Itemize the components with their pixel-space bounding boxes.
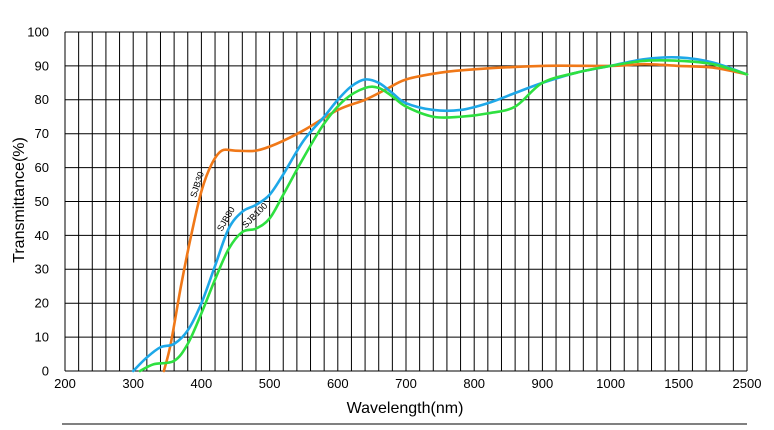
y-tick-label: 50 <box>35 194 49 209</box>
x-tick-label: 1000 <box>596 376 625 391</box>
y-tick-label: 100 <box>27 24 49 39</box>
x-tick-label: 800 <box>463 376 485 391</box>
y-tick-label: 40 <box>35 228 49 243</box>
y-axis-label: Transmittance(%) <box>11 137 28 263</box>
x-tick-label: 500 <box>259 376 281 391</box>
y-tick-label: 70 <box>35 126 49 141</box>
x-tick-label: 900 <box>532 376 554 391</box>
y-tick-labels: 0 10 20 30 40 50 60 70 80 90 100 <box>27 24 49 378</box>
x-tick-labels: 200 300 400 500 600 700 800 900 1000 1500 2500 <box>54 376 761 391</box>
x-tick-label: 600 <box>327 376 349 391</box>
grid-lines <box>64 31 748 372</box>
x-tick-label: 300 <box>122 376 144 391</box>
series-line-sjb100 <box>138 58 749 373</box>
x-tick-label: 1500 <box>664 376 693 391</box>
series-line-sjb30 <box>162 62 749 373</box>
y-tick-label: 0 <box>42 363 49 378</box>
y-tick-label: 30 <box>35 262 49 277</box>
y-tick-label: 10 <box>35 330 49 345</box>
x-tick-label: 400 <box>191 376 213 391</box>
y-tick-label: 60 <box>35 160 49 175</box>
x-tick-label: 200 <box>54 376 76 391</box>
x-axis-label: Wavelength(nm) <box>347 400 464 417</box>
y-tick-label: 80 <box>35 92 49 107</box>
y-tick-label: 20 <box>35 296 49 311</box>
x-tick-label: 700 <box>395 376 417 391</box>
y-tick-label: 90 <box>35 58 49 73</box>
x-tick-label: 2500 <box>733 376 762 391</box>
series-group <box>131 55 749 373</box>
